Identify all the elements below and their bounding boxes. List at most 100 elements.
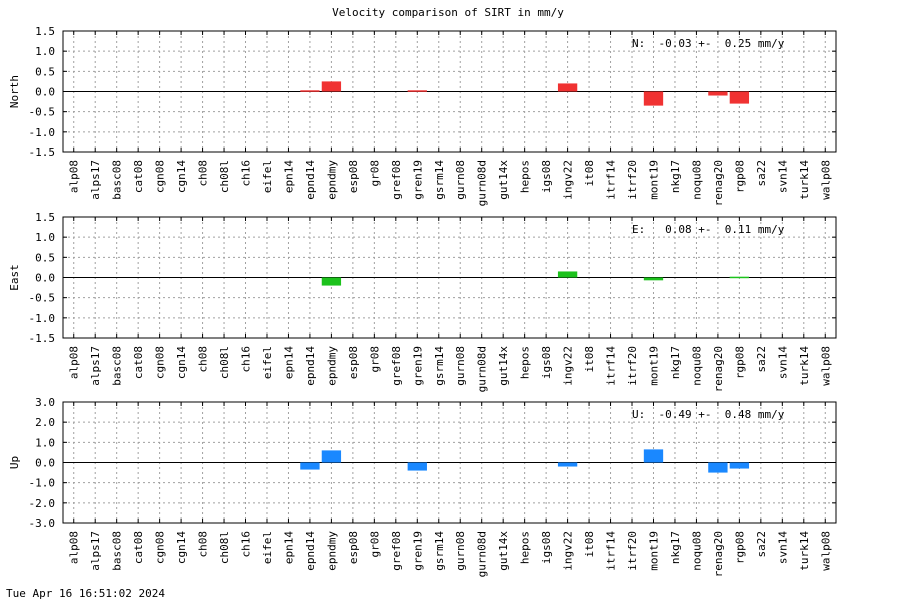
y-tick-label: 0.5 — [35, 251, 55, 264]
x-tick-label: basc08 — [111, 531, 124, 571]
x-tick-label: mont19 — [647, 346, 660, 386]
x-tick-label: cgn14 — [175, 531, 188, 564]
x-tick-label: it08 — [583, 531, 596, 558]
x-tick-label: gurn08d — [476, 160, 489, 206]
x-tick-label: rgp08 — [733, 346, 746, 379]
x-tick-label: ch08l — [218, 160, 231, 193]
x-tick-label: noqu08 — [690, 160, 703, 200]
x-tick-label: alp08 — [68, 346, 81, 379]
x-tick-label: gsrm14 — [433, 531, 446, 571]
x-tick-label: gr08 — [368, 160, 381, 187]
stat-annotation: U: -0.49 +- 0.48 mm/y — [632, 408, 785, 421]
x-tick-label: epndmy — [325, 160, 338, 200]
bar-gren19 — [407, 90, 427, 92]
x-tick-label: hepos — [519, 346, 532, 379]
bar-mont19 — [643, 449, 664, 463]
y-tick-label: 3.0 — [35, 396, 55, 409]
x-tick-label: cgn08 — [154, 160, 167, 193]
bar-rgp08 — [729, 462, 750, 469]
x-tick-label: nkg17 — [669, 346, 682, 379]
x-tick-label: hepos — [519, 531, 532, 564]
x-tick-label: renag20 — [712, 346, 725, 392]
chart-panels: 1.5 1.0 0.5 0.0 -0.5 -1.0 -1.5 alp08 alps17 basc0… — [8, 25, 837, 577]
x-tick-label: epn14 — [282, 531, 295, 564]
plot-frame — [62, 216, 837, 339]
y-tick-label: -1.5 — [29, 146, 56, 159]
panel-east: 1.5 1.0 0.5 0.0 -0.5 -1.0 -1.5 alp08 alps17 basc0… — [8, 211, 837, 392]
x-tick-label: ch08l — [218, 346, 231, 379]
x-tick-label: esp08 — [347, 531, 360, 564]
x-tick-label: svn14 — [776, 160, 789, 193]
x-tick-label: gurn08 — [454, 160, 467, 200]
y-tick-label: -1.0 — [29, 312, 56, 325]
x-tick-label: ch08 — [197, 346, 210, 373]
x-tick-label: ingv22 — [562, 160, 575, 200]
stat-annotation: E: 0.08 +- 0.11 mm/y — [632, 223, 785, 236]
y-axis-label: East — [8, 264, 21, 291]
x-tick-label: walp08 — [819, 160, 832, 200]
timestamp: Tue Apr 16 16:51:02 2024 — [6, 587, 165, 600]
x-tick-label: cgn08 — [154, 531, 167, 564]
x-tick-label: cat08 — [132, 531, 145, 564]
y-tick-label: 0.0 — [35, 272, 55, 285]
bar-rgp08 — [729, 276, 750, 279]
y-tick-label: -1.0 — [29, 126, 56, 139]
bar-renag20 — [708, 91, 728, 96]
y-tick-label: -1.5 — [29, 332, 56, 345]
bar-mont19 — [643, 91, 664, 106]
y-tick-label: 0.5 — [35, 65, 55, 78]
y-tick-label: -2.0 — [29, 497, 56, 510]
bar-epndmy — [321, 277, 342, 286]
x-tick-label: walp08 — [819, 531, 832, 571]
x-tick-label: itrf14 — [605, 531, 618, 571]
plot-frame — [62, 401, 837, 524]
bar-rgp08 — [729, 91, 750, 104]
x-tick-label: gurn08 — [454, 346, 467, 386]
y-axis-label: North — [8, 75, 21, 108]
x-tick-label: nkg17 — [669, 531, 682, 564]
stat-annotation: N: -0.03 +- 0.25 mm/y — [632, 37, 785, 50]
bar-epndmy — [321, 81, 342, 92]
x-tick-label: mont19 — [647, 531, 660, 571]
y-tick-label: 1.0 — [35, 231, 55, 244]
x-tick-label: cgn14 — [175, 346, 188, 379]
x-tick-label: igs08 — [540, 160, 553, 193]
x-tick-label: ch08 — [197, 531, 210, 558]
y-tick-label: -1.0 — [29, 477, 56, 490]
x-tick-label: alp08 — [68, 160, 81, 193]
x-tick-label: igs08 — [540, 346, 553, 379]
x-tick-label: svn14 — [776, 346, 789, 379]
x-tick-label: esp08 — [347, 346, 360, 379]
x-tick-label: alps17 — [89, 160, 102, 200]
x-tick-label: itrf14 — [605, 346, 618, 386]
x-tick-label: gut14x — [497, 160, 510, 200]
x-tick-label: noqu08 — [690, 346, 703, 386]
x-tick-label: noqu08 — [690, 531, 703, 571]
bar-renag20 — [708, 462, 728, 473]
x-tick-label: walp08 — [819, 346, 832, 386]
x-tick-label: basc08 — [111, 160, 124, 200]
bar-mont19 — [643, 277, 664, 281]
x-tick-label: alps17 — [89, 346, 102, 386]
x-tick-label: turk14 — [798, 346, 811, 386]
x-tick-label: gut14x — [497, 531, 510, 571]
x-tick-label: nkg17 — [669, 160, 682, 193]
x-tick-label: itrf20 — [626, 531, 639, 571]
x-tick-label: cat08 — [132, 346, 145, 379]
y-tick-label: -3.0 — [29, 517, 56, 530]
x-tick-label: renag20 — [712, 160, 725, 206]
x-tick-label: it08 — [583, 160, 596, 187]
y-tick-label: 1.5 — [35, 211, 55, 224]
y-tick-label: -0.5 — [29, 292, 56, 305]
x-tick-label: epn14 — [282, 160, 295, 193]
x-tick-label: epnd14 — [304, 346, 317, 386]
x-tick-label: eifel — [261, 531, 274, 564]
x-tick-label: epnd14 — [304, 531, 317, 571]
x-tick-label: ch08l — [218, 531, 231, 564]
x-tick-label: igs08 — [540, 531, 553, 564]
plot-frame — [62, 30, 837, 153]
bar-ingv22 — [557, 271, 578, 278]
x-tick-label: svn14 — [776, 531, 789, 564]
x-tick-label: ch08 — [197, 160, 210, 187]
x-tick-label: gut14x — [497, 346, 510, 386]
